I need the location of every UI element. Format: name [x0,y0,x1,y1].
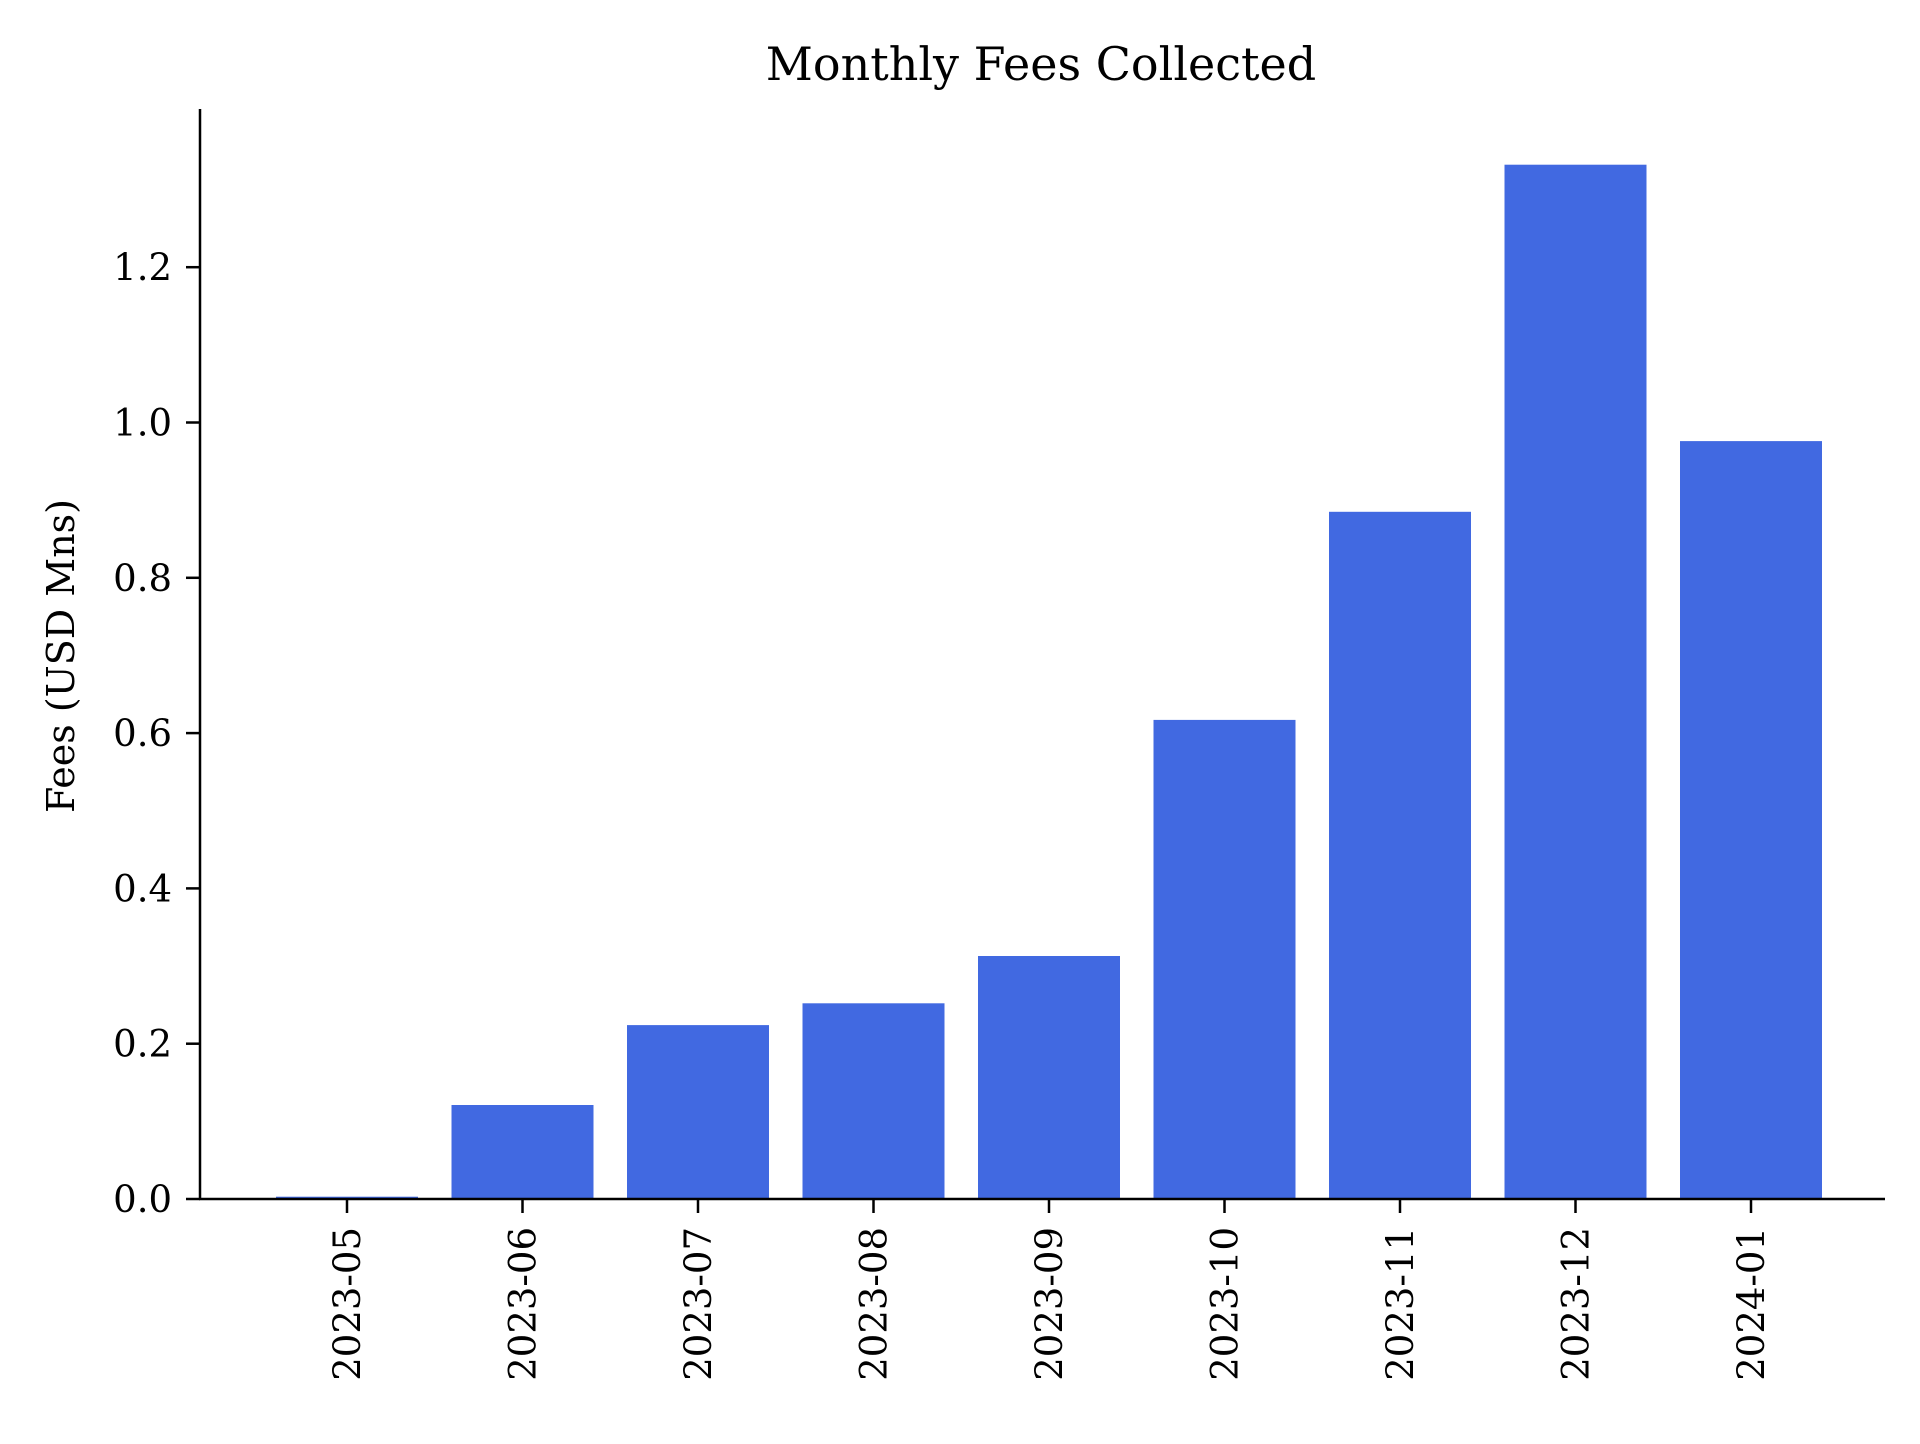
y-tick-label: 0.6 [113,712,172,755]
x-tick-label: 2023-10 [1204,1227,1247,1381]
y-tick-label: 0.0 [113,1178,172,1221]
y-ticks-group: 0.0 0.2 0.4 0.6 0.8 1.0 1.2 [113,246,200,1221]
bar-2023-06 [451,1105,594,1199]
chart-title: Monthly Fees Collected [766,37,1316,91]
bars-group [276,164,1822,1200]
bar-2023-11 [1329,511,1471,1199]
y-axis-label: Fees (USD Mns) [39,499,83,813]
x-tick-label: 2023-07 [677,1227,720,1381]
x-tick-label: 2024-01 [1730,1227,1773,1381]
x-tick-label: 2023-06 [502,1227,545,1381]
y-tick-label: 1.2 [113,246,172,289]
y-tick-label: 0.8 [113,557,172,600]
y-tick-label: 0.4 [113,867,172,910]
x-tick-label: 2023-05 [326,1227,369,1381]
bar-2023-07 [627,1025,769,1199]
x-ticks-group: 2023-05 2023-06 2023-07 2023-08 2023-09 2023-… [326,1199,1773,1381]
y-tick-label: 0.2 [113,1023,172,1066]
x-tick-label: 2023-08 [853,1227,896,1381]
x-tick-label: 2023-12 [1555,1227,1598,1381]
bar-2023-10 [1153,719,1296,1199]
y-tick-label: 1.0 [113,402,172,445]
bar-2023-12 [1504,164,1647,1200]
x-tick-label: 2023-11 [1379,1227,1422,1381]
x-tick-label: 2023-09 [1028,1227,1071,1381]
bar-2023-09 [978,956,1120,1199]
bar-2024-01 [1680,441,1822,1200]
bar-2023-08 [802,1003,945,1199]
